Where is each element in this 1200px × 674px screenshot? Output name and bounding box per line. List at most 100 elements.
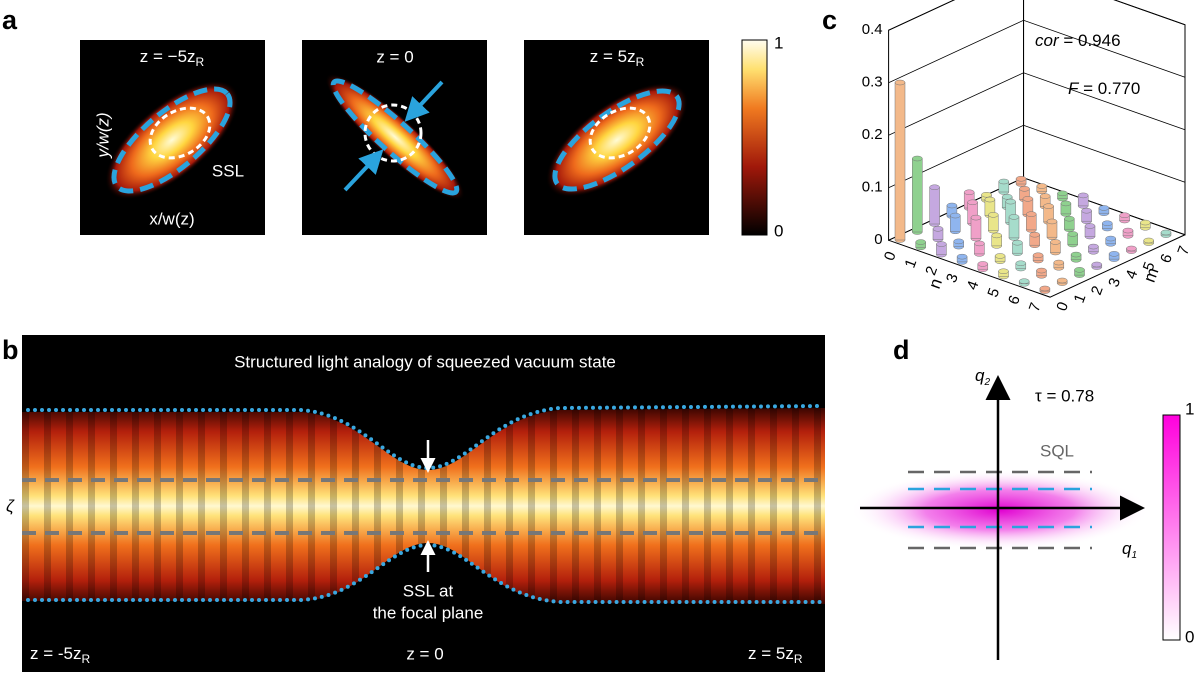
- bar: [1098, 205, 1110, 216]
- bar: [1036, 267, 1047, 279]
- bar-top: [946, 202, 958, 209]
- bar: [932, 226, 944, 243]
- bar: [1008, 214, 1020, 241]
- bar: [1143, 237, 1154, 246]
- beam: [105, 80, 239, 200]
- colorbar-max: 1: [1185, 399, 1194, 418]
- grid-line: [888, 19, 1186, 84]
- n-tick-label: 5: [984, 286, 1003, 300]
- bar: [1074, 267, 1085, 278]
- bar: [977, 261, 989, 272]
- bar: [956, 253, 968, 265]
- colorbar: [741, 39, 768, 236]
- bar-top: [1140, 219, 1151, 226]
- sql-label: SQL: [1040, 441, 1074, 460]
- arrow: [404, 80, 444, 122]
- bar-top: [932, 226, 944, 232]
- propagation-image: Structured light analogy of squeezed vac…: [22, 335, 825, 672]
- bar-body: [912, 158, 923, 233]
- fit-ellipse: [552, 88, 682, 192]
- bar-top: [1077, 192, 1089, 199]
- bar-top: [950, 212, 961, 219]
- bar: [1108, 251, 1120, 262]
- bar: [1050, 239, 1061, 256]
- bar-top: [1060, 200, 1072, 207]
- bar: [994, 253, 1006, 264]
- bar-top: [1070, 251, 1082, 258]
- tau: τ = 0.78: [1035, 386, 1094, 405]
- panel-label: b: [2, 335, 19, 365]
- bar: [991, 232, 1002, 249]
- position-label: z = -5zR: [30, 644, 91, 666]
- bar-top: [1091, 261, 1103, 268]
- m-tick-label: 1: [1071, 292, 1090, 306]
- bar-top: [1160, 229, 1172, 236]
- bar-top: [1032, 252, 1044, 258]
- reference-circle: [148, 106, 212, 160]
- bar: [915, 239, 926, 251]
- reference-circle: [588, 106, 652, 160]
- bar-top: [1043, 203, 1054, 209]
- z-tick-label: 0.2: [862, 126, 883, 143]
- bar: [912, 155, 923, 235]
- correlation: cor = 0.946: [1035, 31, 1121, 50]
- bar-top: [1039, 285, 1051, 292]
- m-tick-label: 0: [1053, 300, 1072, 314]
- state-distribution: [850, 470, 1150, 550]
- position-label: z = 5zR: [748, 644, 803, 666]
- bar: [950, 212, 961, 235]
- grid-line: [888, 124, 1186, 189]
- bar: [1015, 260, 1027, 272]
- colorbar: [1162, 414, 1181, 641]
- bar-top: [1039, 193, 1051, 199]
- bar-top: [981, 192, 992, 198]
- bar-body: [1008, 216, 1020, 239]
- n-tick-label: 6: [1005, 293, 1024, 307]
- bar: [929, 184, 940, 227]
- bar-top: [1074, 267, 1085, 273]
- side-label: ζ: [6, 496, 15, 515]
- bar: [1046, 218, 1058, 240]
- colorbar-min: 0: [774, 221, 783, 240]
- image-title: z = 0: [376, 47, 413, 66]
- title-text: z = −5z: [140, 47, 196, 66]
- bar-top: [994, 253, 1006, 259]
- bar: [1088, 243, 1099, 255]
- bar-top: [1119, 212, 1130, 218]
- bar-top: [974, 240, 985, 247]
- fit-ellipse: [330, 78, 460, 196]
- bar-top: [963, 189, 975, 195]
- bar-top: [977, 261, 989, 267]
- bar-top: [1015, 176, 1027, 182]
- bar: [1122, 227, 1134, 239]
- bar: [1039, 285, 1051, 294]
- bar-top: [1143, 237, 1154, 244]
- panel-label: d: [893, 335, 910, 365]
- bar-body: [970, 217, 982, 239]
- bar-top: [998, 268, 1009, 274]
- bar-top: [1001, 194, 1013, 200]
- floor: [888, 234, 1186, 298]
- n-tick-label: 4: [964, 279, 983, 293]
- n-tick-label: 7: [1026, 300, 1045, 314]
- q-text: q: [1122, 539, 1132, 558]
- bar: [1081, 207, 1092, 224]
- n-tick-label: 2: [922, 264, 941, 278]
- bar: [1084, 223, 1096, 240]
- m-tick-label: 3: [1105, 276, 1124, 290]
- bar-top: [1064, 215, 1075, 222]
- bar-top: [1056, 277, 1068, 284]
- bar-top: [1046, 218, 1058, 225]
- image-title: z = 5zR: [590, 47, 645, 69]
- title-sub: R: [196, 55, 205, 69]
- bar: [1036, 183, 1048, 195]
- beam-texture: [22, 408, 825, 604]
- n-tick-label: 0: [881, 249, 900, 263]
- bar: [936, 241, 947, 258]
- image-title: Structured light analogy of squeezed vac…: [234, 352, 616, 371]
- q2-label: q2: [975, 366, 990, 387]
- position-text: z = -5z: [30, 644, 82, 663]
- bar: [988, 212, 999, 234]
- bar-top: [1026, 211, 1037, 217]
- bar-top: [1029, 231, 1040, 238]
